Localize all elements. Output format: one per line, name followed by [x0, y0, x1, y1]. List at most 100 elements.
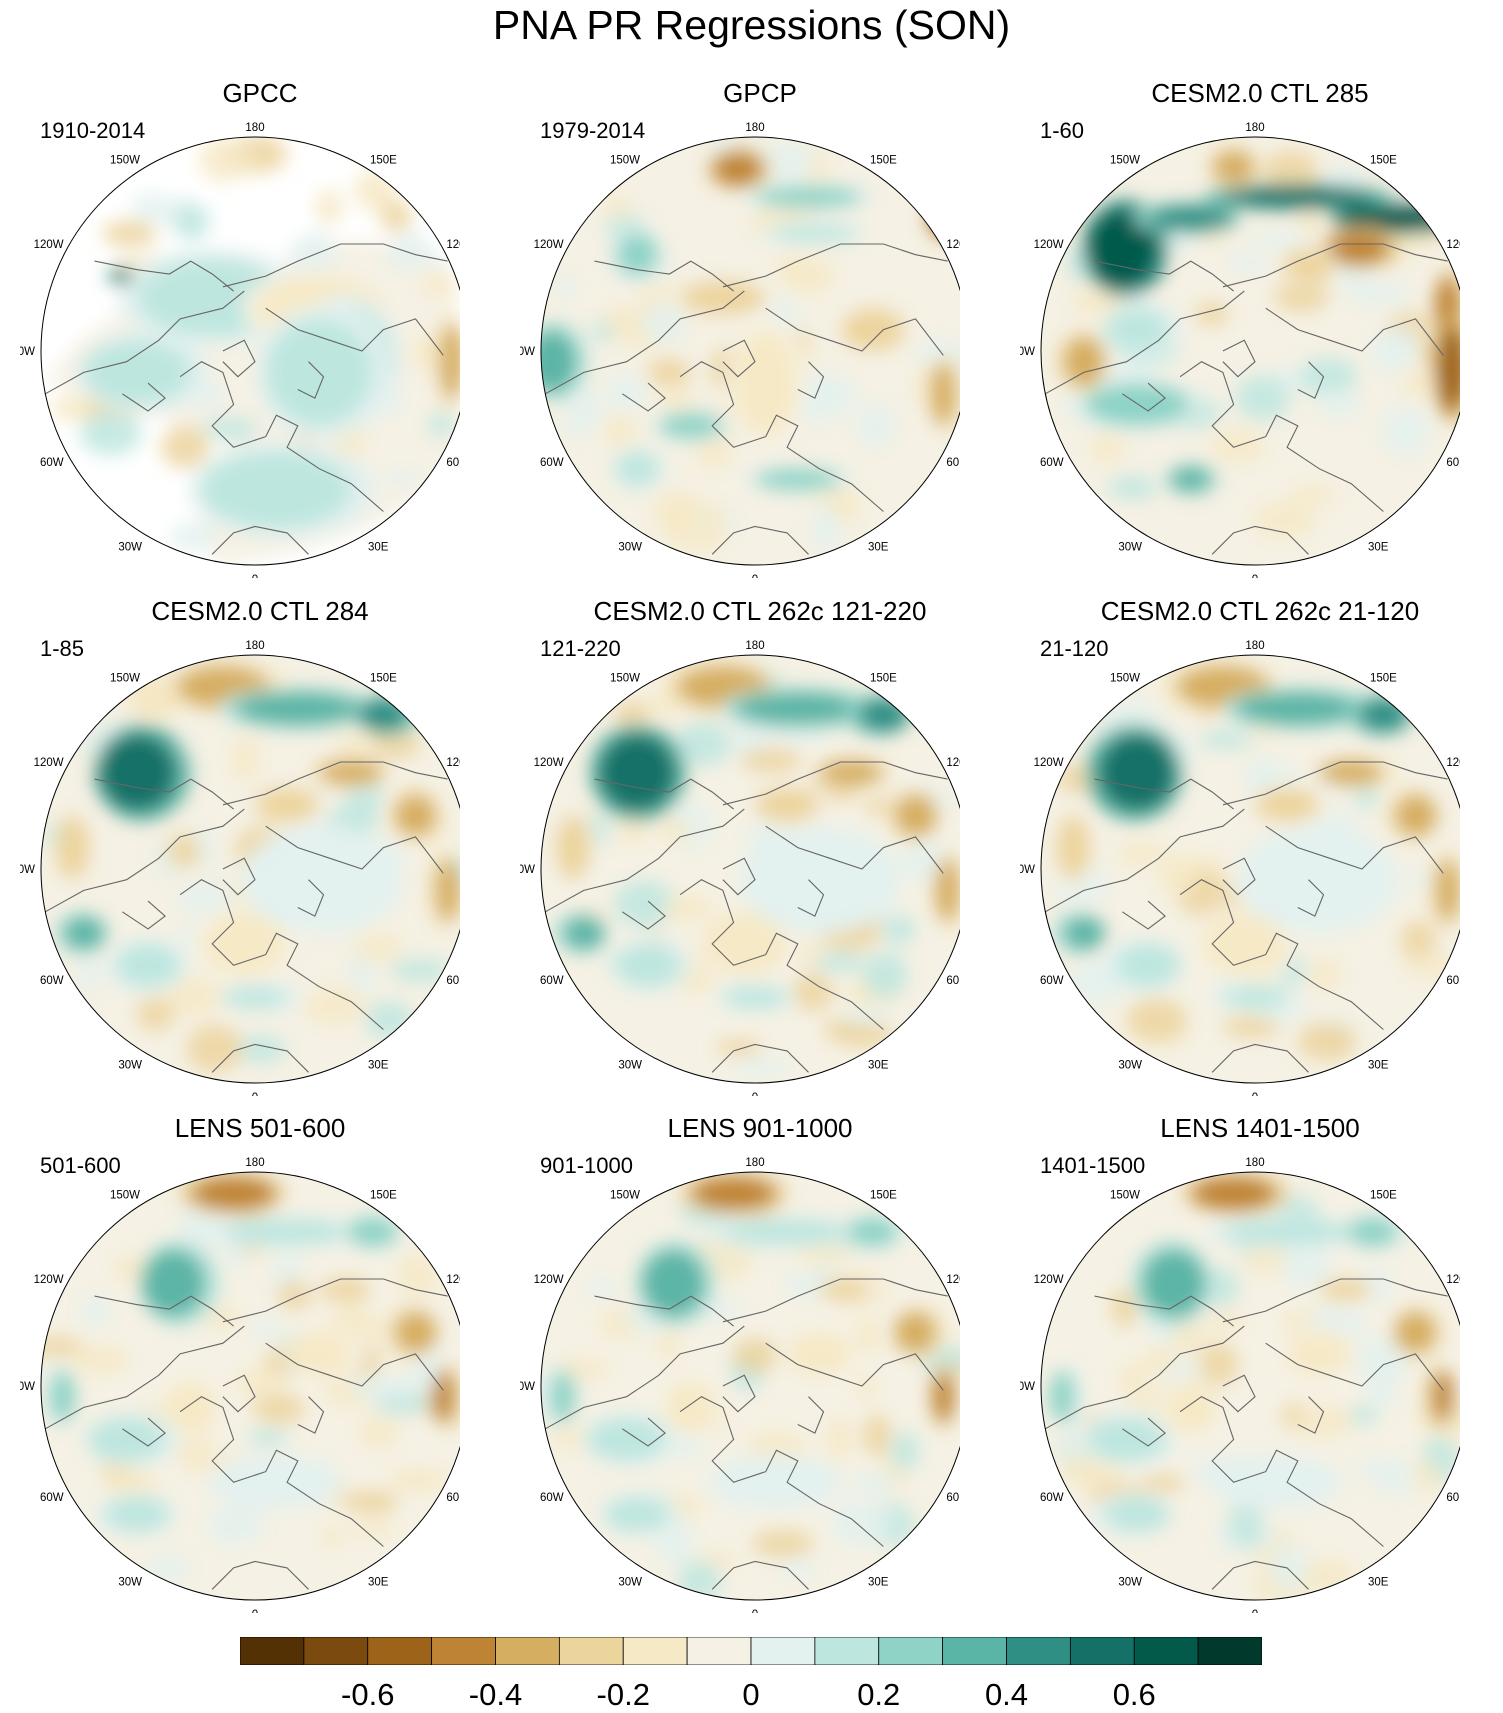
longitude-label: 90W	[520, 1381, 535, 1393]
longitude-label: 120E	[946, 239, 960, 251]
longitude-label: 30W	[118, 1059, 142, 1071]
longitude-label: 0	[752, 1092, 758, 1096]
longitude-label: 60E	[946, 1492, 960, 1504]
longitude-label: 90W	[1020, 864, 1035, 876]
colorbar-tick-label: -0.4	[468, 1677, 523, 1712]
longitude-label: 150E	[1370, 1190, 1397, 1202]
longitude-label: 60W	[540, 457, 564, 469]
figure-title: PNA PR Regressions (SON)	[492, 2, 1011, 48]
map-panel: CESM2.0 CTL 284180150W150E120W120E90W90E…	[20, 596, 480, 1096]
longitude-label: 30W	[1118, 1059, 1142, 1071]
polar-stereographic-map: 180150W150E120W120E90W90E60W60E30W30E0	[20, 122, 460, 578]
longitude-label: 60W	[40, 1492, 64, 1504]
longitude-label: 120E	[946, 1274, 960, 1286]
longitude-label: 60E	[446, 975, 460, 987]
map-panel: GPCP180150W150E120W120E90W90E60W60E30W30…	[520, 78, 980, 578]
colorbar-swatch	[686, 1637, 752, 1665]
polar-stereographic-map: 180150W150E120W120E90W90E60W60E30W30E0	[520, 1157, 960, 1613]
longitude-label: 60E	[1446, 975, 1460, 987]
colorbar-swatch	[1006, 1637, 1071, 1665]
longitude-label: 30E	[1368, 1576, 1389, 1588]
panel-title: LENS 901-1000	[667, 1113, 853, 1143]
longitude-label: 60E	[1446, 457, 1460, 469]
colorbar-swatch	[367, 1637, 433, 1665]
colorbar-swatch	[240, 1637, 305, 1665]
colorbar-swatch	[814, 1637, 880, 1665]
longitude-label: 120W	[1034, 757, 1064, 769]
longitude-label: 150W	[610, 673, 640, 685]
longitude-label: 60W	[40, 457, 64, 469]
longitude-label: 120E	[946, 757, 960, 769]
longitude-label: 90W	[520, 346, 535, 358]
longitude-label: 150E	[370, 1190, 397, 1202]
longitude-label: 60E	[946, 457, 960, 469]
longitude-label: 30W	[618, 1059, 642, 1071]
longitude-label: 150E	[870, 673, 897, 685]
longitude-label: 150E	[1370, 155, 1397, 167]
panel-period-label: 901-1000	[540, 1153, 633, 1178]
longitude-label: 60E	[446, 1492, 460, 1504]
longitude-label: 30W	[1118, 541, 1142, 553]
longitude-label: 180	[1245, 122, 1264, 134]
panel-title: LENS 1401-1500	[1160, 1113, 1360, 1143]
longitude-label: 150W	[110, 155, 140, 167]
longitude-label: 90W	[20, 1381, 35, 1393]
longitude-label: 180	[1245, 640, 1264, 652]
longitude-label: 30W	[618, 1576, 642, 1588]
panel-title: GPCC	[222, 78, 298, 108]
colorbar-tick-label: 0.2	[857, 1677, 901, 1712]
longitude-label: 30W	[118, 541, 142, 553]
panel-period-label: 1910-2014	[40, 118, 146, 143]
panel-title: CESM2.0 CTL 262c 21-120	[1100, 596, 1420, 626]
map-panel: CESM2.0 CTL 262c 121-220 180 150W 150E 120W 1…	[520, 596, 980, 1096]
polar-stereographic-map: 180150W150E120W120E90W90E60W60E30W30E0	[20, 1157, 460, 1613]
longitude-label: 0	[1252, 1609, 1258, 1613]
longitude-label: 120E	[1446, 757, 1460, 769]
longitude-label: 150W	[1110, 155, 1140, 167]
longitude-label: 150E	[870, 155, 897, 167]
longitude-label: 150E	[370, 673, 397, 685]
longitude-label: 0	[252, 574, 258, 578]
longitude-label: 120E	[1446, 239, 1460, 251]
colorbar	[240, 1637, 1262, 1665]
panel-title: CESM2.0 CTL 284	[151, 596, 369, 626]
colorbar-swatch	[558, 1637, 624, 1665]
longitude-label: 30E	[368, 1576, 389, 1588]
longitude-label: 120W	[534, 239, 564, 251]
panel-period-label: 1401-1500	[1040, 1153, 1146, 1178]
longitude-label: 60W	[1040, 975, 1064, 987]
longitude-label: 0	[752, 574, 758, 578]
longitude-label: 60W	[540, 975, 564, 987]
longitude-label: 30E	[368, 1059, 389, 1071]
longitude-label: 150W	[110, 673, 140, 685]
panel-period-label: 501-600	[40, 1153, 121, 1178]
longitude-label: 60E	[946, 975, 960, 987]
colorbar-swatch	[750, 1637, 816, 1665]
longitude-label: 120W	[534, 757, 564, 769]
colorbar-swatch	[1069, 1637, 1135, 1665]
map-panel: LENS 901-1000180150W150E120W120E90W90E60…	[520, 1113, 980, 1613]
longitude-label: 0	[252, 1092, 258, 1096]
panel-title: CESM2.0 CTL 285	[1151, 78, 1369, 108]
colorbar-swatch	[942, 1637, 1007, 1665]
longitude-label: 180	[745, 122, 764, 134]
longitude-label: 180	[245, 122, 264, 134]
longitude-label: 60W	[1040, 457, 1064, 469]
longitude-label: 30E	[868, 1059, 889, 1071]
longitude-label: 120W	[34, 239, 64, 251]
longitude-label: 120W	[34, 1274, 64, 1286]
longitude-label: 120W	[1034, 239, 1064, 251]
longitude-label: 30E	[868, 541, 889, 553]
colorbar-swatch	[303, 1637, 369, 1665]
polar-stereographic-map: 180150W150E120W120E90W90E60W60E30W30E0	[520, 122, 960, 578]
longitude-label: 60W	[1040, 1492, 1064, 1504]
longitude-label: 120W	[1034, 1274, 1064, 1286]
longitude-label: 30W	[118, 1576, 142, 1588]
colorbar-swatch	[1197, 1637, 1262, 1665]
panel-period-label: 21-120	[1040, 636, 1109, 661]
longitude-label: 150W	[610, 1190, 640, 1202]
longitude-label: 60W	[540, 1492, 564, 1504]
longitude-label: 150W	[610, 155, 640, 167]
longitude-label: 0	[752, 1609, 758, 1613]
longitude-label: 180	[245, 640, 264, 652]
